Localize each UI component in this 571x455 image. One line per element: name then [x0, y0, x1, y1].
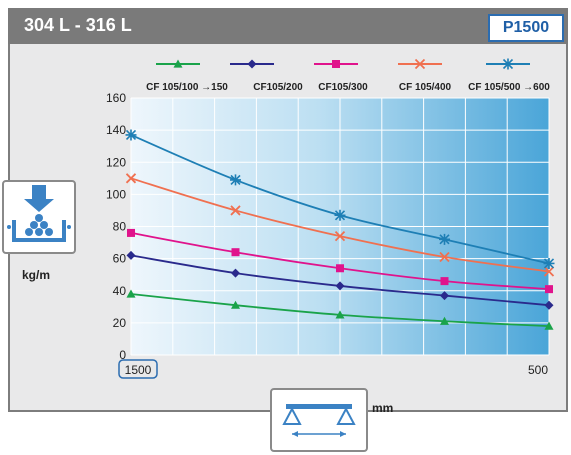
- data-point: [335, 281, 345, 291]
- legend-entry: CF105/300: [314, 60, 368, 93]
- header-bar: 304 L - 316 L: [8, 8, 568, 44]
- data-point: [502, 58, 514, 70]
- weight-load-icon: [2, 180, 76, 254]
- y-tick-label: 0: [119, 348, 126, 362]
- x-tick-label: 500: [528, 363, 548, 377]
- legend-label: CF105/200: [253, 82, 303, 93]
- y-tick-label: 140: [106, 123, 126, 137]
- y-tick-label: 120: [106, 155, 126, 169]
- series-group: [125, 173, 555, 277]
- y-tick-label: 160: [106, 91, 126, 105]
- legend-entry: CF 105/500 →600: [468, 58, 550, 93]
- data-point: [336, 264, 344, 273]
- legend-label: CF 105/400: [399, 82, 452, 93]
- data-point: [332, 60, 340, 68]
- span-supports-icon: [270, 388, 368, 452]
- data-point: [414, 58, 426, 70]
- data-point: [231, 268, 240, 278]
- data-point: [440, 291, 449, 301]
- product-badge: P1500: [488, 14, 564, 42]
- data-point: [127, 228, 135, 237]
- legend-label: CF 105/500 →600: [468, 82, 550, 93]
- y-tick-label: 60: [113, 252, 127, 266]
- data-point: [439, 233, 450, 245]
- series-group: [127, 228, 553, 294]
- data-point: [173, 59, 183, 68]
- data-point: [247, 59, 257, 69]
- data-point: [230, 174, 241, 186]
- legend-entry: CF 105/400: [398, 58, 452, 93]
- data-point: [125, 129, 137, 141]
- data-point: [230, 205, 241, 216]
- x-tick-label: 1500: [125, 363, 152, 377]
- data-point: [335, 310, 345, 319]
- y-tick-label: 40: [113, 284, 127, 298]
- data-point: [125, 173, 137, 184]
- data-point: [126, 250, 136, 260]
- data-point: [545, 285, 553, 294]
- x-tick-start-box: [118, 359, 158, 379]
- legend-entry: CF105/200: [230, 59, 303, 93]
- x-axis-label: mm: [372, 401, 394, 415]
- data-point: [440, 316, 449, 325]
- y-tick-label: 100: [106, 187, 126, 201]
- data-point: [439, 251, 450, 263]
- data-point: [544, 321, 554, 330]
- data-point: [543, 266, 555, 277]
- series-group: [126, 250, 554, 310]
- y-tick-label: 20: [113, 316, 127, 330]
- legend-label: CF 105/100 →150: [146, 82, 228, 93]
- series-group: [126, 289, 554, 330]
- data-point: [334, 231, 346, 242]
- data-point: [544, 300, 554, 310]
- header-title: 304 L - 316 L: [24, 15, 132, 35]
- series-group: [125, 129, 555, 269]
- data-point: [440, 277, 449, 286]
- y-axis-label: kg/m: [22, 268, 51, 282]
- legend-label: CF105/300: [318, 82, 368, 93]
- data-point: [543, 257, 555, 269]
- data-point: [231, 300, 240, 309]
- legend-entry: CF 105/100 →150: [146, 59, 228, 93]
- y-tick-label: 80: [113, 220, 127, 234]
- data-point: [231, 248, 240, 257]
- data-point: [334, 209, 346, 221]
- data-point: [126, 289, 136, 298]
